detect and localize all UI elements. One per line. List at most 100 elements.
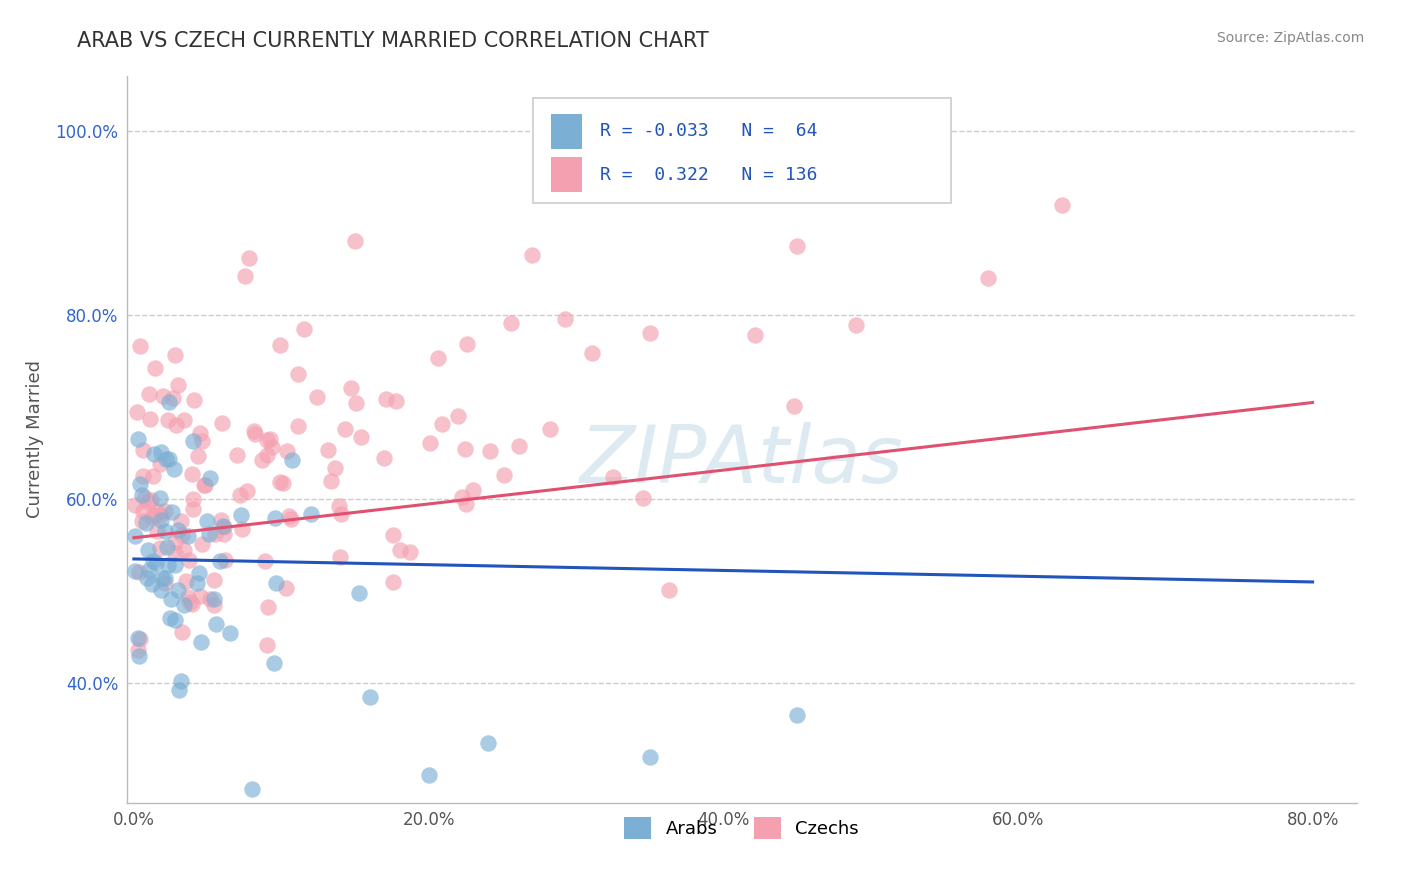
Point <box>292 322 315 336</box>
Point <box>165 348 187 362</box>
Point <box>209 554 232 568</box>
Point <box>162 391 184 405</box>
Point <box>328 499 350 513</box>
Point <box>287 367 309 381</box>
Point <box>181 597 204 611</box>
Point <box>461 483 484 497</box>
Point <box>163 462 186 476</box>
Point <box>269 475 291 490</box>
Text: R = -0.033   N =  64: R = -0.033 N = 64 <box>600 122 818 140</box>
Point <box>128 476 150 491</box>
Point <box>499 316 522 330</box>
Point <box>259 433 281 447</box>
Point <box>134 491 156 506</box>
Point <box>188 425 211 440</box>
Point <box>167 378 190 392</box>
Point <box>399 545 422 559</box>
Point <box>127 404 149 418</box>
Point <box>426 351 449 365</box>
Point <box>129 338 152 352</box>
Point <box>554 312 576 326</box>
Point <box>157 451 180 466</box>
Point <box>264 511 287 525</box>
Point <box>135 516 157 531</box>
Point <box>477 736 499 750</box>
Point <box>191 434 214 448</box>
Point <box>132 443 155 458</box>
Point <box>454 442 477 457</box>
Point <box>329 508 352 522</box>
Point <box>231 522 253 536</box>
Point <box>276 444 298 458</box>
Point <box>229 488 252 502</box>
Point <box>204 526 226 541</box>
Text: Source: ZipAtlas.com: Source: ZipAtlas.com <box>1216 31 1364 45</box>
Point <box>128 648 150 663</box>
Point <box>202 592 225 607</box>
Point <box>142 447 165 461</box>
Point <box>316 443 339 458</box>
Text: ARAB VS CZECH CURRENTLY MARRIED CORRELATION CHART: ARAB VS CZECH CURRENTLY MARRIED CORRELAT… <box>77 31 709 51</box>
Point <box>581 345 603 359</box>
Point <box>188 566 211 580</box>
Point <box>263 656 285 670</box>
Text: ZIPAtlas: ZIPAtlas <box>579 422 904 500</box>
Point <box>143 361 166 376</box>
Point <box>209 513 232 527</box>
Point <box>139 493 162 508</box>
Point <box>329 549 352 564</box>
Point <box>262 440 284 454</box>
Point <box>131 514 153 528</box>
Point <box>202 573 225 587</box>
FancyBboxPatch shape <box>551 157 582 192</box>
Point <box>191 537 214 551</box>
Point <box>256 434 278 448</box>
Point <box>194 477 217 491</box>
Point <box>132 504 155 518</box>
Point <box>638 749 661 764</box>
Point <box>141 510 163 524</box>
Point <box>149 508 172 523</box>
Point <box>149 541 172 555</box>
Point <box>786 239 808 253</box>
Point <box>165 418 187 433</box>
Point <box>177 529 200 543</box>
Point <box>977 271 1000 285</box>
Point <box>340 381 363 395</box>
Point <box>156 412 179 426</box>
Point <box>388 542 411 557</box>
Point <box>204 617 226 632</box>
Point <box>131 469 153 483</box>
Point <box>374 392 396 406</box>
Point <box>212 527 235 541</box>
Point <box>256 638 278 652</box>
Point <box>451 490 474 504</box>
Point <box>478 444 501 458</box>
Point <box>240 782 263 797</box>
Point <box>169 514 191 528</box>
Point <box>381 574 404 589</box>
Point <box>170 624 193 639</box>
Point <box>447 409 470 423</box>
Point <box>160 505 183 519</box>
Point <box>173 542 195 557</box>
Point <box>187 450 209 464</box>
Point <box>254 553 277 567</box>
Point <box>124 564 146 578</box>
Point <box>631 491 654 505</box>
Point <box>181 434 204 448</box>
Point <box>146 524 169 538</box>
Point <box>231 508 253 522</box>
Point <box>155 571 177 585</box>
Point <box>419 436 441 450</box>
Point <box>160 591 183 606</box>
Point <box>170 527 193 541</box>
Point <box>384 393 406 408</box>
Point <box>214 553 236 567</box>
Point <box>243 424 266 438</box>
Point <box>418 768 440 782</box>
Point <box>145 556 167 570</box>
Point <box>782 399 804 413</box>
Point <box>256 448 278 462</box>
Point <box>269 338 291 352</box>
